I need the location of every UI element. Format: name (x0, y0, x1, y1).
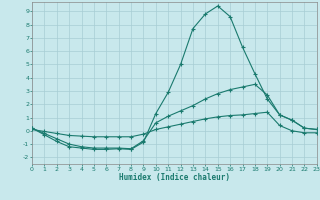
X-axis label: Humidex (Indice chaleur): Humidex (Indice chaleur) (119, 173, 230, 182)
